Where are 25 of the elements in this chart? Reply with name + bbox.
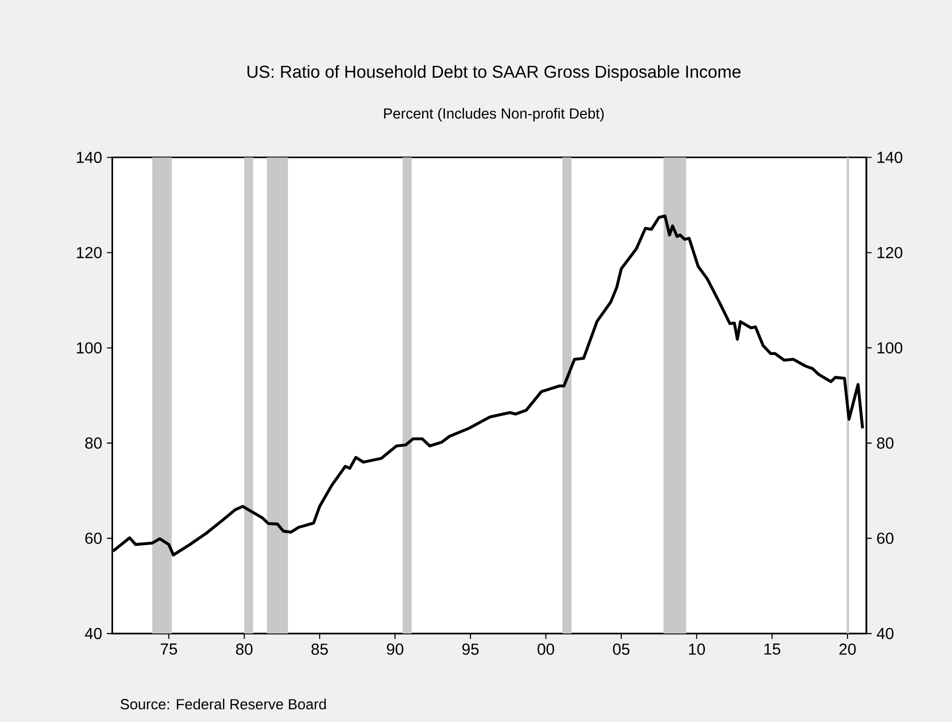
y-tick-label: 100 <box>878 342 902 354</box>
y2-tick-label: 60 <box>85 532 102 544</box>
chart-subtitle: Percent (Includes Non-profit Debt) <box>384 108 604 122</box>
x-tick-label: 05 <box>613 643 630 655</box>
y2-tick-label: 120 <box>76 246 102 258</box>
y2-tick-label: 100 <box>76 342 102 354</box>
x-tick-label: 80 <box>236 643 252 655</box>
x-tick-label: 20 <box>839 643 856 655</box>
y-tick-label: 80 <box>877 437 894 449</box>
x-tick-label: 75 <box>160 643 178 655</box>
x-tick-label: 95 <box>462 643 479 655</box>
y2-tick-label: 140 <box>76 152 102 163</box>
x-tick-label: 10 <box>689 643 705 655</box>
x-tick-label: 15 <box>764 643 780 655</box>
x-tick-label: 85 <box>311 643 328 655</box>
source-note: Source: Federal Reserve Board <box>120 698 326 710</box>
chart-title: US: Ratio of Household Debt to SAAR Gross Disposable Income <box>248 65 741 82</box>
x-tick-label: 00 <box>538 643 554 655</box>
y2-tick-label: 80 <box>85 437 102 449</box>
y2-tick-label: 40 <box>84 628 102 640</box>
y-tick-label: 140 <box>878 152 902 163</box>
y-tick-label: 60 <box>877 532 894 544</box>
y-tick-label: 120 <box>878 246 902 258</box>
x-tick-label: 90 <box>386 643 404 655</box>
y-tick-label: 40 <box>876 628 894 640</box>
